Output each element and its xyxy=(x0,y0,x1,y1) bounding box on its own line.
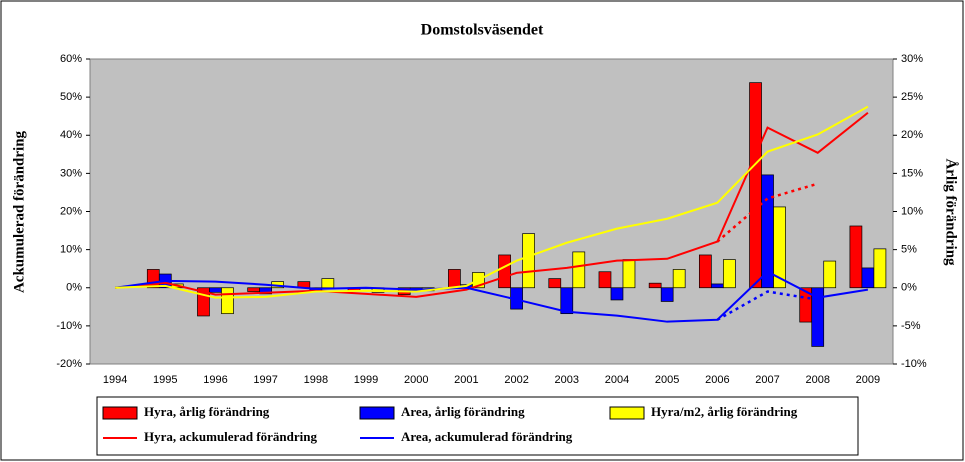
y-tick-label: 10% xyxy=(60,244,82,256)
x-tick-label: 1994 xyxy=(103,374,127,386)
y2-axis-title: Årlig förändring xyxy=(943,158,959,266)
x-tick-label: 2007 xyxy=(755,374,779,386)
legend-label: Hyra, årlig förändring xyxy=(144,404,270,419)
y2-tick-label: 0% xyxy=(901,282,917,294)
bar xyxy=(749,82,762,289)
legend-label: Area, ackumulerad förändring xyxy=(401,429,573,444)
x-tick-label: 2009 xyxy=(856,374,880,386)
bar xyxy=(672,269,686,289)
x-tick-label: 1999 xyxy=(354,374,378,386)
bar xyxy=(811,287,825,347)
bar xyxy=(823,260,837,289)
bar xyxy=(849,225,863,289)
x-tick-label: 1997 xyxy=(253,374,277,386)
y2-tick-label: 15% xyxy=(901,167,923,179)
legend-swatch xyxy=(359,406,395,420)
bar xyxy=(448,269,461,289)
line xyxy=(716,182,819,243)
line xyxy=(716,290,818,321)
legend-swatch xyxy=(102,406,138,420)
bar xyxy=(259,287,273,295)
bar xyxy=(209,287,222,293)
x-tick-label: 2002 xyxy=(504,374,528,386)
bar xyxy=(861,267,875,289)
x-tick-label: 2006 xyxy=(705,374,729,386)
chart-title: Domstolsväsendet xyxy=(421,22,544,39)
line xyxy=(114,111,869,298)
y2-tick-label: 30% xyxy=(901,53,923,65)
legend xyxy=(96,396,859,456)
bar xyxy=(873,248,887,289)
bar xyxy=(572,251,586,289)
y-tick-label: -10% xyxy=(56,320,82,332)
x-tick-label: 2005 xyxy=(655,374,679,386)
bar xyxy=(698,254,712,289)
y2-tick-label: 20% xyxy=(901,129,923,141)
bar xyxy=(247,287,261,292)
bar xyxy=(773,206,786,289)
x-tick-label: 2004 xyxy=(605,374,629,386)
x-tick-label: 1995 xyxy=(153,374,177,386)
bar xyxy=(622,259,636,289)
y-tick-label: 0% xyxy=(66,282,82,294)
y2-tick-label: 5% xyxy=(901,244,917,256)
y2-tick-label: -10% xyxy=(901,358,927,370)
y-tick-label: 20% xyxy=(60,205,82,217)
line xyxy=(115,105,869,299)
y2-tick-label: -5% xyxy=(901,320,921,332)
legend-label: Hyra, ackumulerad förändring xyxy=(144,429,317,444)
y-tick-label: 50% xyxy=(60,91,82,103)
legend-swatch xyxy=(609,406,645,420)
y2-tick-label: 10% xyxy=(901,205,923,217)
x-tick-label: 1998 xyxy=(304,374,328,386)
line xyxy=(114,270,869,323)
bar xyxy=(660,287,674,302)
y-tick-label: 30% xyxy=(60,167,82,179)
bar xyxy=(610,287,624,301)
bar xyxy=(548,278,562,289)
y-tick-label: 40% xyxy=(60,129,82,141)
bar xyxy=(598,271,612,289)
x-tick-label: 2003 xyxy=(555,374,579,386)
bar xyxy=(722,259,736,289)
x-tick-label: 2008 xyxy=(805,374,829,386)
y-axis-title: Ackumulerad förändring xyxy=(11,130,27,293)
y-tick-label: -20% xyxy=(56,358,82,370)
bar xyxy=(498,254,511,289)
x-tick-label: 2000 xyxy=(404,374,428,386)
bar xyxy=(710,283,724,289)
bar xyxy=(522,233,535,289)
bar xyxy=(648,282,662,289)
y2-tick-label: 25% xyxy=(901,91,923,103)
bar xyxy=(560,287,574,315)
bar xyxy=(221,287,234,315)
legend-label: Hyra/m2, årlig förändring xyxy=(651,404,798,419)
y-tick-label: 60% xyxy=(60,53,82,65)
bar xyxy=(321,278,335,289)
legend-label: Area, årlig förändring xyxy=(401,404,525,419)
x-tick-label: 2001 xyxy=(454,374,478,386)
x-tick-label: 1996 xyxy=(203,374,227,386)
